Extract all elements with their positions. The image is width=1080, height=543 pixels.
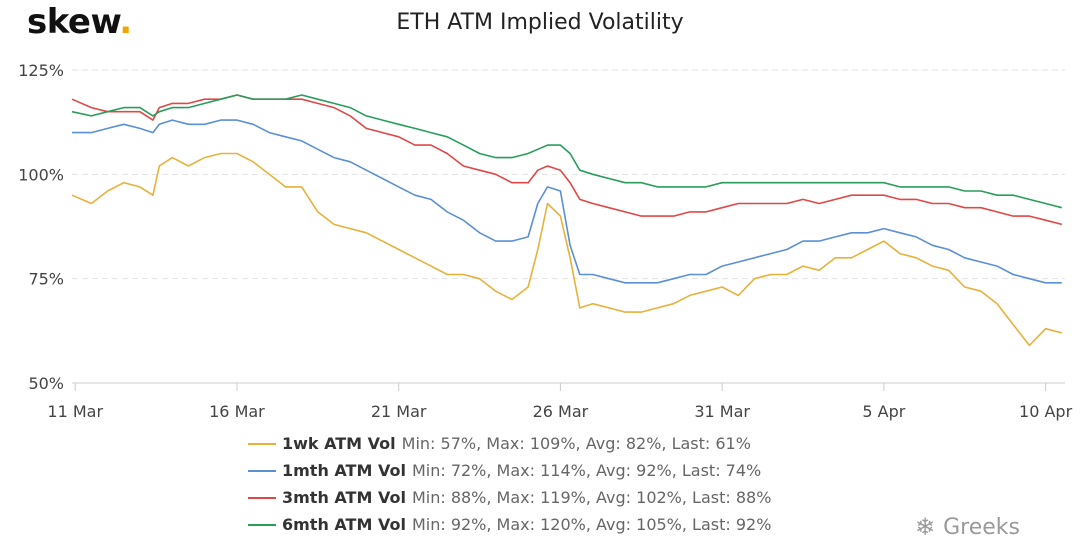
legend-item-3mth[interactable]: 3mth ATM Vol Min: 88%, Max: 119%, Avg: 1…	[248, 484, 771, 511]
logo-text: skew	[27, 2, 120, 42]
legend-name-3mth: 3mth ATM Vol	[282, 488, 406, 507]
legend-stats-1wk: Min: 57%, Max: 109%, Avg: 82%, Last: 61%	[401, 434, 751, 453]
x-tick-label: 10 Apr	[1019, 402, 1073, 421]
legend-stats-3mth: Min: 88%, Max: 119%, Avg: 102%, Last: 88…	[411, 488, 772, 507]
wechat-icon: ❄	[915, 513, 936, 541]
legend-item-1mth[interactable]: 1mth ATM Vol Min: 72%, Max: 114%, Avg: 9…	[248, 457, 771, 484]
series-line-6mth	[71, 94, 1063, 209]
watermark-text: Greeks	[943, 514, 1020, 540]
series-line-1wk	[71, 152, 1063, 347]
x-tick-label: 5 Apr	[862, 402, 905, 421]
chart-legend: 1wk ATM Vol Min: 57%, Max: 109%, Avg: 82…	[248, 430, 771, 538]
legend-item-6mth[interactable]: 6mth ATM Vol Min: 92%, Max: 120%, Avg: 1…	[248, 511, 771, 538]
legend-swatch-6mth	[248, 523, 276, 526]
legend-name-6mth: 6mth ATM Vol	[282, 515, 406, 534]
legend-name-1mth: 1mth ATM Vol	[282, 461, 406, 480]
logo-dot: .	[119, 2, 132, 42]
y-tick-label: 125%	[18, 61, 64, 80]
legend-name-1wk: 1wk ATM Vol	[282, 434, 396, 453]
greeks-watermark: ❄ Greeks	[915, 513, 1020, 541]
y-tick-label: 100%	[18, 165, 64, 184]
grid-lines	[72, 69, 1065, 280]
legend-swatch-1mth	[248, 469, 276, 472]
y-axis-labels: 50% 75% 100% 125%	[18, 61, 64, 393]
legend-stats-1mth: Min: 72%, Max: 114%, Avg: 92%, Last: 74%	[411, 461, 762, 480]
legend-swatch-1wk	[248, 442, 276, 445]
x-tick-label: 11 Mar	[47, 402, 103, 421]
legend-stats-6mth: Min: 92%, Max: 120%, Avg: 105%, Last: 92…	[411, 515, 772, 534]
x-tick-label: 16 Mar	[209, 402, 265, 421]
x-tick-label: 26 Mar	[533, 402, 589, 421]
series-line-1mth	[72, 119, 1062, 284]
chart-title: ETH ATM Implied Volatility	[396, 10, 684, 35]
series-lines	[71, 94, 1063, 347]
skew-logo: skew.	[27, 2, 132, 42]
series-line-3mth	[71, 94, 1063, 226]
x-tick-label: 21 Mar	[371, 402, 427, 421]
y-tick-label: 75%	[28, 270, 64, 289]
y-tick-label: 50%	[28, 374, 64, 393]
x-tick-label: 31 Mar	[694, 402, 750, 421]
legend-item-1wk[interactable]: 1wk ATM Vol Min: 57%, Max: 109%, Avg: 82…	[248, 430, 771, 457]
legend-swatch-3mth	[248, 496, 276, 499]
x-axis: 11 Mar 16 Mar 21 Mar 26 Mar 31 Mar 5 Apr 10 Ap…	[47, 382, 1073, 421]
